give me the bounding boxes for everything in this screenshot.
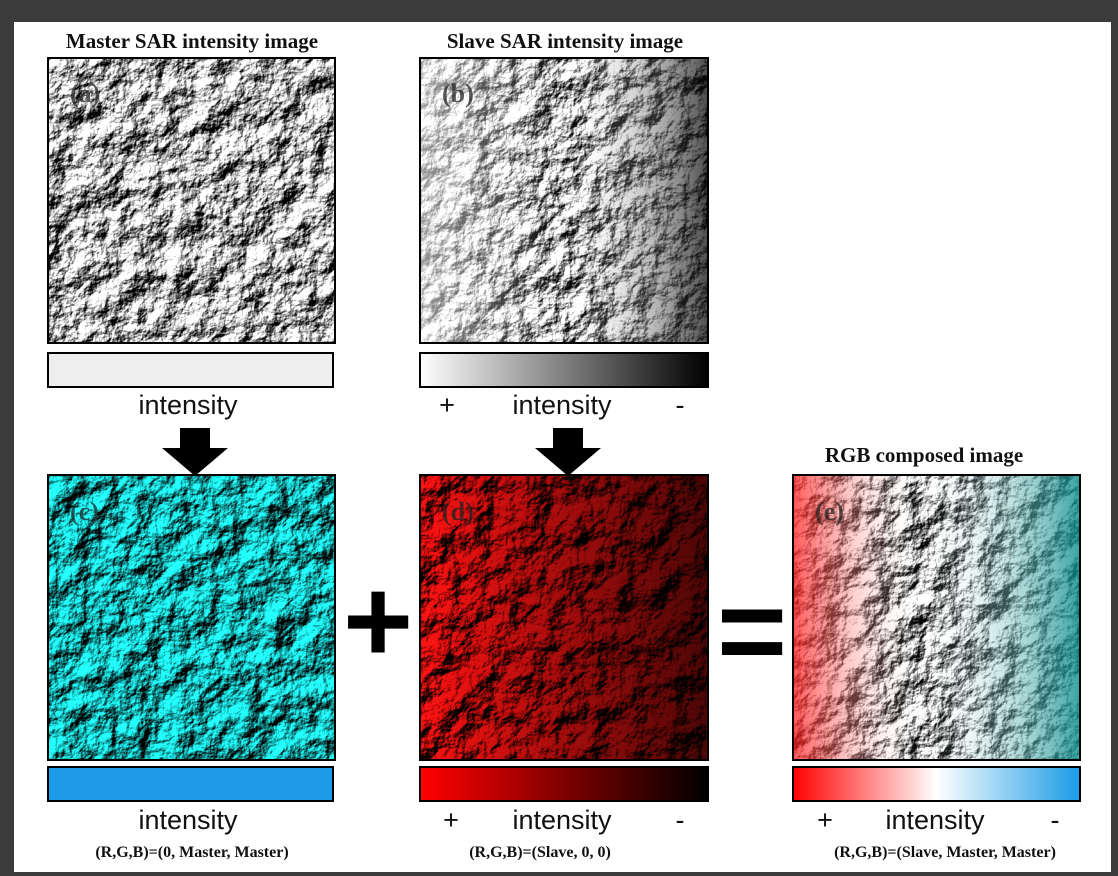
scale-high: + <box>439 390 455 420</box>
panel-label: (b) <box>442 79 474 108</box>
scale-low: - <box>1051 805 1060 835</box>
panel-label: (a) <box>70 79 100 108</box>
colorbar <box>793 767 1080 801</box>
panel-title: Slave SAR intensity image <box>447 29 683 53</box>
panel-label: (c) <box>70 497 99 526</box>
formula: (R,G,B)=(0, Master, Master) <box>95 844 288 861</box>
equals-operator: = <box>717 564 787 698</box>
panel-label: (d) <box>442 497 474 526</box>
scale-label: intensity <box>512 390 612 420</box>
scale-label: intensity <box>512 805 612 835</box>
scale-high: + <box>443 805 459 835</box>
panel-label: (e) <box>815 497 844 526</box>
formula: (R,G,B)=(Slave, Master, Master) <box>834 844 1056 861</box>
formula: (R,G,B)=(Slave, 0, 0) <box>469 844 611 861</box>
scale-label: intensity <box>885 805 985 835</box>
scale-label: intensity <box>138 390 238 420</box>
panel-title: Master SAR intensity image <box>66 29 318 53</box>
colorbar <box>420 353 708 387</box>
plus-operator: + <box>343 554 413 688</box>
scale-label: intensity <box>138 805 238 835</box>
figure: Master SAR intensity image (a) intensity… <box>0 0 1118 876</box>
panel-title: RGB composed image <box>825 443 1023 467</box>
scale-low: - <box>676 390 685 420</box>
colorbar <box>48 767 333 801</box>
scale-high: + <box>817 805 833 835</box>
colorbar <box>420 767 708 801</box>
scale-low: - <box>676 805 685 835</box>
colorbar <box>48 353 333 387</box>
